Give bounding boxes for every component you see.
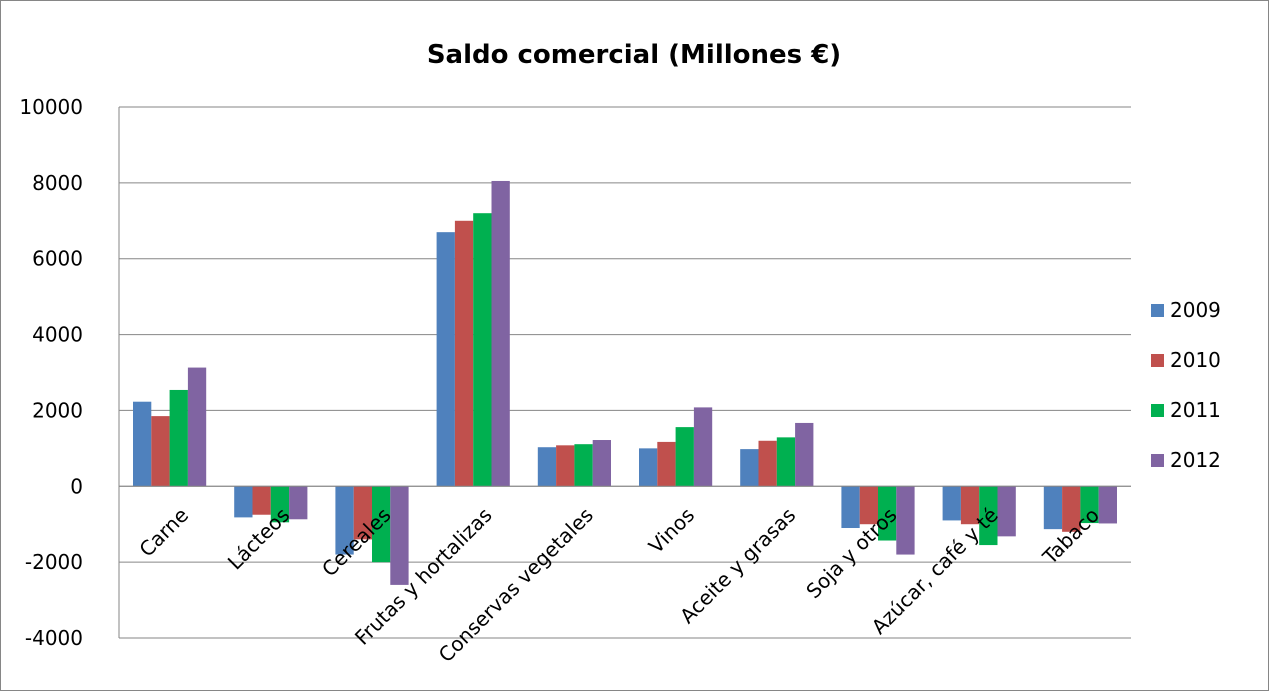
bar-2009 — [335, 486, 354, 555]
bar-2012 — [1098, 486, 1117, 524]
legend-label: 2009 — [1170, 298, 1221, 322]
bar-2010 — [252, 486, 271, 515]
bar-2012 — [187, 367, 207, 487]
bar-2010 — [1062, 486, 1081, 532]
legend-label: 2010 — [1170, 348, 1221, 372]
bar-2011 — [169, 389, 188, 487]
legend: 2009 2010 2011 2012 — [1151, 298, 1221, 472]
y-tick-label: -4000 — [25, 626, 83, 650]
bar-2009 — [133, 401, 152, 487]
y-tick-label: 4000 — [32, 323, 83, 347]
bar-2009 — [942, 486, 961, 521]
bar-2009 — [841, 486, 860, 529]
bars — [119, 180, 1131, 585]
bar-2009 — [436, 232, 455, 487]
bar-2012 — [289, 486, 308, 520]
bar-2010 — [758, 440, 777, 487]
legend-label: 2012 — [1170, 448, 1221, 472]
legend-label: 2011 — [1170, 398, 1221, 422]
bar-2010 — [859, 486, 878, 525]
chart-title: Saldo comercial (Millones €) — [427, 40, 841, 70]
bar-2010 — [151, 416, 170, 487]
bar-2011 — [372, 486, 391, 563]
y-tick-label: -2000 — [25, 550, 83, 574]
bar-2009 — [639, 448, 658, 487]
legend-swatch-2012 — [1151, 454, 1164, 467]
bar-2011 — [574, 444, 593, 487]
gridlines — [118, 106, 1131, 639]
bar-2009 — [234, 486, 253, 518]
bar-2011 — [270, 486, 290, 523]
y-axis-tick-labels: 10000 8000 6000 4000 2000 0 -2000 -4000 — [19, 95, 83, 650]
bar-2011 — [776, 437, 796, 487]
bar-2010 — [454, 220, 474, 487]
bar-2012 — [491, 180, 510, 487]
y-tick-label: 2000 — [32, 398, 83, 422]
legend-swatch-2011 — [1151, 404, 1164, 417]
bar-2010 — [657, 441, 676, 487]
bar-2009 — [1043, 486, 1063, 530]
x-category-label: Carne — [134, 503, 193, 562]
bar-2012 — [592, 440, 611, 487]
bar-2009 — [537, 447, 557, 487]
legend-swatch-2010 — [1151, 354, 1164, 367]
bar-2011 — [675, 427, 694, 487]
legend-swatch-2009 — [1151, 304, 1164, 317]
x-category-label: Vinos — [644, 503, 699, 558]
bar-2012 — [997, 486, 1016, 537]
bar-2010 — [353, 486, 372, 540]
bar-2011 — [473, 213, 492, 487]
bar-2010 — [556, 445, 575, 487]
bar-2012 — [390, 486, 409, 585]
bar-2011 — [979, 486, 998, 546]
y-tick-label: 0 — [70, 474, 83, 498]
bar-2011 — [878, 486, 897, 541]
bar-2009 — [740, 449, 759, 487]
bar-2012 — [896, 486, 915, 555]
y-tick-label: 10000 — [19, 95, 83, 119]
y-tick-label: 8000 — [32, 171, 83, 195]
bar-2010 — [960, 486, 980, 525]
bar-2012 — [795, 422, 814, 487]
bar-2011 — [1080, 486, 1099, 524]
y-tick-label: 6000 — [32, 247, 83, 271]
bar-2012 — [693, 407, 713, 487]
